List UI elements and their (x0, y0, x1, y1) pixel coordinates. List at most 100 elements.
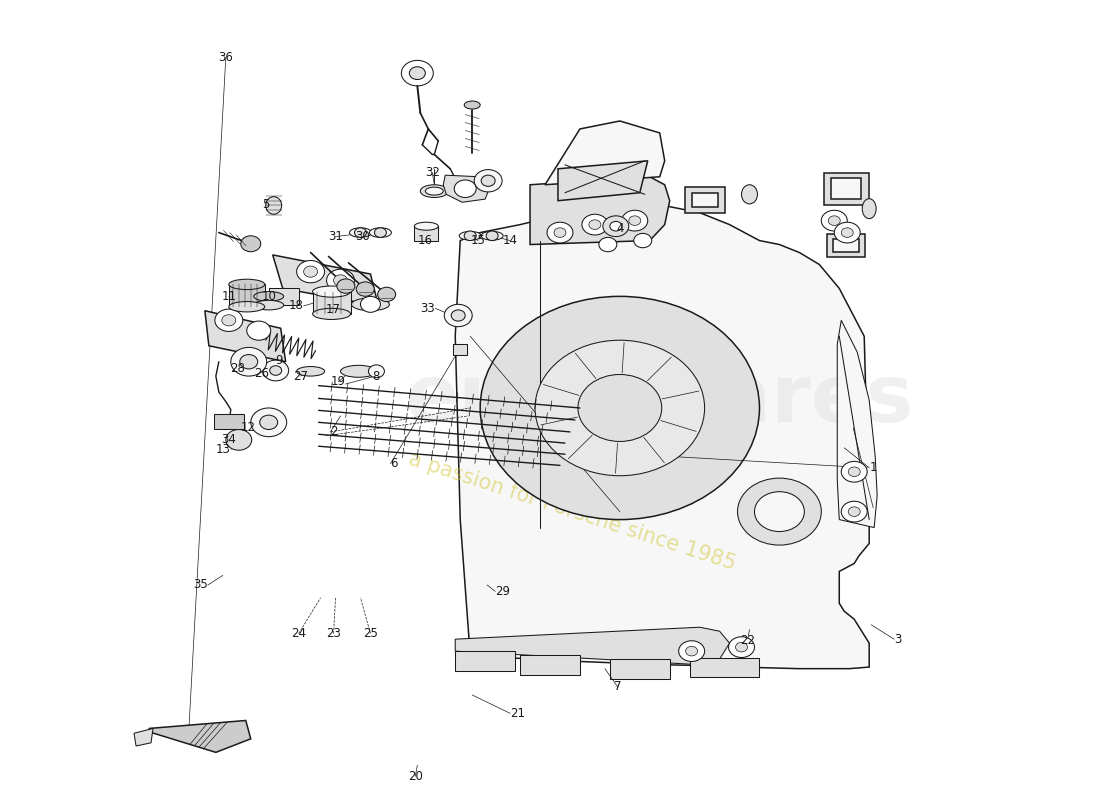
Circle shape (214, 309, 243, 331)
Text: 6: 6 (390, 458, 398, 470)
Text: 34: 34 (221, 434, 235, 446)
Bar (832, 178, 861, 199)
Bar (213, 414, 244, 429)
Text: a passion for Porsche since 1985: a passion for Porsche since 1985 (406, 449, 738, 574)
Ellipse shape (297, 366, 324, 376)
Circle shape (736, 642, 748, 652)
Circle shape (226, 430, 252, 450)
Text: 21: 21 (510, 707, 525, 720)
Circle shape (842, 502, 867, 522)
Text: 17: 17 (326, 303, 341, 317)
Polygon shape (837, 320, 877, 527)
Text: eurospares: eurospares (405, 361, 914, 439)
Circle shape (822, 210, 847, 231)
Ellipse shape (420, 185, 449, 198)
Circle shape (634, 234, 651, 248)
Circle shape (368, 365, 384, 378)
Text: 10: 10 (262, 290, 276, 303)
Ellipse shape (266, 197, 282, 214)
Circle shape (474, 170, 502, 192)
Circle shape (246, 321, 271, 340)
Ellipse shape (464, 101, 481, 109)
Bar (609, 659, 670, 679)
Text: 3: 3 (894, 633, 902, 646)
Text: 33: 33 (420, 302, 436, 315)
Circle shape (222, 314, 235, 326)
Text: 35: 35 (194, 578, 208, 591)
Text: 27: 27 (293, 370, 308, 382)
Ellipse shape (312, 286, 351, 297)
Polygon shape (205, 310, 286, 362)
Circle shape (621, 210, 648, 231)
Circle shape (481, 296, 759, 519)
Circle shape (327, 270, 354, 291)
Polygon shape (530, 177, 670, 245)
Circle shape (251, 408, 287, 437)
Circle shape (454, 180, 476, 198)
Text: 19: 19 (331, 375, 346, 388)
Polygon shape (148, 721, 251, 752)
Circle shape (263, 360, 288, 381)
Circle shape (481, 175, 495, 186)
Bar (268, 287, 298, 305)
Circle shape (377, 287, 396, 302)
Text: 5: 5 (262, 198, 270, 211)
Circle shape (356, 282, 374, 296)
Text: 7: 7 (614, 681, 622, 694)
Circle shape (374, 228, 386, 238)
Circle shape (361, 296, 381, 312)
Bar (455, 651, 515, 671)
Circle shape (578, 374, 662, 442)
Bar (827, 234, 866, 257)
Bar (824, 173, 869, 205)
Circle shape (848, 507, 860, 516)
Text: 11: 11 (221, 290, 236, 303)
Ellipse shape (481, 231, 503, 240)
Ellipse shape (426, 187, 443, 195)
Bar (229, 285, 265, 306)
Text: 15: 15 (471, 234, 485, 247)
Ellipse shape (341, 366, 376, 378)
Circle shape (402, 60, 433, 86)
Ellipse shape (352, 298, 389, 310)
Text: 2: 2 (331, 426, 338, 438)
Ellipse shape (350, 228, 372, 238)
Polygon shape (455, 205, 869, 669)
Circle shape (333, 275, 348, 286)
Ellipse shape (229, 302, 265, 312)
Polygon shape (443, 175, 491, 202)
Polygon shape (558, 161, 648, 201)
Circle shape (598, 238, 617, 252)
Text: 23: 23 (326, 627, 341, 640)
Polygon shape (455, 627, 729, 665)
Ellipse shape (415, 222, 438, 230)
Circle shape (270, 366, 282, 375)
Text: 4: 4 (616, 222, 624, 235)
Text: 22: 22 (740, 634, 755, 647)
Circle shape (603, 216, 629, 237)
Circle shape (444, 304, 472, 326)
Circle shape (679, 641, 705, 662)
Circle shape (609, 222, 622, 231)
Bar (520, 655, 580, 675)
Text: 30: 30 (355, 230, 370, 243)
Bar (684, 187, 725, 213)
Text: 29: 29 (495, 585, 510, 598)
Bar (834, 239, 859, 252)
Ellipse shape (862, 198, 877, 218)
Polygon shape (273, 255, 378, 306)
Ellipse shape (254, 291, 284, 301)
Bar (312, 291, 351, 314)
Ellipse shape (229, 279, 265, 290)
Circle shape (451, 310, 465, 321)
Text: 31: 31 (328, 230, 343, 243)
Circle shape (554, 228, 566, 238)
Circle shape (828, 216, 840, 226)
Text: 36: 36 (219, 50, 233, 64)
Text: 14: 14 (503, 234, 518, 247)
Text: 32: 32 (425, 166, 440, 179)
Circle shape (842, 462, 867, 482)
Bar (690, 658, 759, 678)
Text: 16: 16 (418, 234, 432, 247)
Circle shape (685, 646, 697, 656)
